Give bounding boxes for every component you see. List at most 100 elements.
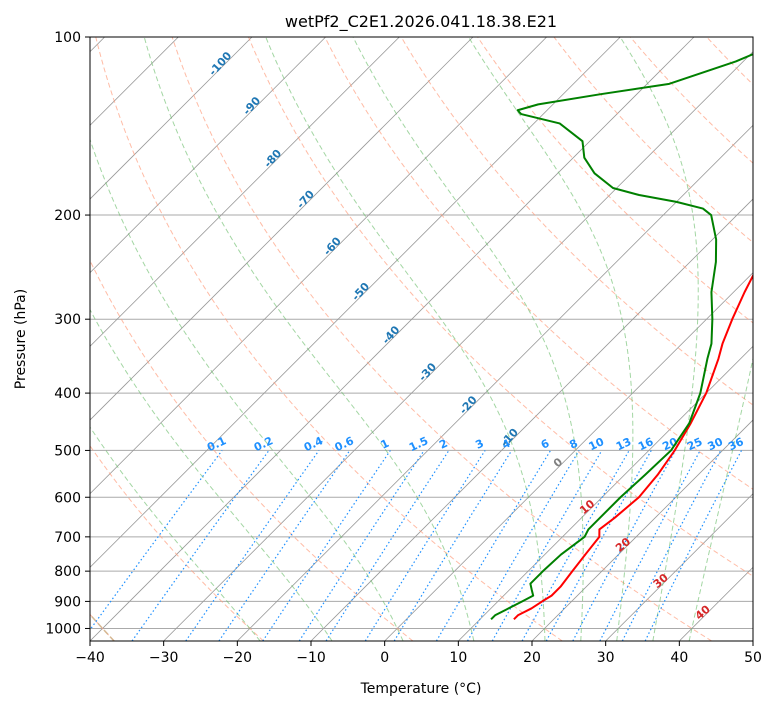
isotherm-line: [752, 640, 753, 641]
dry-adiabat-label: -20: [457, 393, 480, 417]
mixing-ratio-label: 25: [685, 435, 704, 453]
dry-adiabat-line: [95, 37, 563, 641]
dewpoint-line: [490, 53, 753, 621]
moist-adiabat-line: [143, 37, 475, 641]
mixing-ratio-label: 0.6: [333, 434, 356, 454]
dry-adiabat-label: -30: [416, 360, 439, 384]
isotherm-line: [90, 37, 695, 641]
dry-adiabat-label: -100: [206, 49, 234, 78]
dry-adiabat-label: -40: [380, 323, 403, 347]
mixing-ratio-line: [364, 450, 486, 641]
mixing-ratio-label: 0.1: [205, 434, 228, 454]
dry-adiabat-line: [400, 37, 753, 406]
y-axis-label: Pressure (hPa): [13, 289, 29, 389]
mixing-ratio-line: [521, 450, 630, 641]
isotherm-line: [605, 493, 753, 641]
dry-adiabat-line: [248, 37, 753, 577]
mixing-ratio-label: 3: [473, 437, 485, 452]
moist-adiabat-line: [90, 137, 404, 641]
mixing-ratio-line: [435, 450, 552, 641]
y-tick-label: 700: [54, 530, 81, 546]
mixing-ratio-label: 1: [379, 437, 391, 452]
x-tick-label: −30: [149, 650, 179, 666]
y-tick-label: 300: [54, 312, 81, 328]
moist-adiabat-line: [352, 37, 584, 641]
mixing-ratio-label: 2: [437, 437, 449, 452]
mixing-ratio-line: [491, 450, 603, 641]
mixing-ratio-label: 16: [636, 435, 656, 453]
moist-adiabat-label: 20: [613, 535, 633, 555]
x-tick-label: 10: [449, 650, 467, 666]
isotherm-line: [458, 345, 753, 641]
mixing-ratio-label: 36: [726, 435, 746, 453]
moist-adiabat-label: 30: [651, 571, 671, 591]
isotherm-line: [237, 124, 753, 641]
x-tick-label: 40: [670, 650, 688, 666]
dry-adiabat-line: [90, 444, 264, 641]
dry-adiabat-line: [324, 37, 753, 490]
mixing-ratio-line: [393, 450, 513, 641]
dry-adiabat-label: -10: [498, 426, 521, 450]
dry-adiabat-label: -60: [321, 234, 344, 258]
mixing-ratio-label: 10: [587, 435, 607, 453]
dry-adiabat-label: -70: [294, 188, 317, 212]
isotherm-line: [163, 51, 753, 641]
y-tick-label: 900: [54, 594, 81, 610]
x-tick-label: −10: [296, 650, 326, 666]
isotherm-line: [90, 37, 400, 347]
isotherm-line: [679, 566, 753, 641]
moist-adiabat-label: 40: [693, 602, 713, 622]
dry-adiabat-line: [90, 259, 414, 641]
x-tick-label: 30: [597, 650, 615, 666]
isotherm-line: [90, 37, 253, 200]
x-tick-label: 20: [523, 650, 541, 666]
plot-frame: [89, 36, 754, 642]
temperature-line: [513, 273, 753, 621]
mixing-ratio-line: [325, 450, 450, 641]
isotherm-line: [90, 37, 326, 274]
mixing-ratio-label: 0.2: [252, 434, 275, 454]
moist-adiabat-line: [90, 308, 333, 641]
isotherm-line: [531, 419, 753, 641]
mixing-ratio-line: [545, 450, 652, 641]
dry-adiabat-line: [477, 37, 753, 324]
isotherm-line: [384, 272, 753, 641]
mixing-ratio-line: [90, 450, 223, 631]
y-tick-label: 100: [54, 30, 81, 46]
mixing-ratio-line: [218, 450, 351, 641]
dry-adiabat-line: [553, 37, 753, 244]
mixing-ratio-label: 8: [567, 437, 579, 452]
dry-adiabat-label: -90: [240, 94, 263, 118]
chart-title: wetPf2_C2E1.2026.041.18.38.E21: [285, 12, 557, 32]
mixing-ratio-label: 13: [614, 435, 633, 453]
moist-adiabat-line: [265, 37, 546, 641]
mixing-ratio-label: 6: [539, 437, 552, 452]
y-tick-label: 600: [54, 490, 81, 506]
x-tick-label: 0: [380, 650, 389, 666]
isotherm-line: [310, 198, 753, 641]
isotherm-line: [90, 37, 621, 568]
x-axis-label: Temperature (°C): [360, 681, 482, 697]
isotherm-line: [90, 37, 474, 421]
y-tick-label: 1000: [45, 621, 81, 637]
x-tick-label: 50: [744, 650, 762, 666]
mixing-ratio-line: [131, 450, 270, 641]
mixing-ratio-line: [572, 450, 677, 641]
dry-adiabat-line: [171, 37, 712, 641]
moist-adiabat-label: 10: [577, 497, 597, 517]
y-tick-label: 800: [54, 564, 81, 580]
moist-adiabat-line: [619, 37, 699, 641]
isotherm-line: [90, 37, 547, 495]
x-tick-label: −20: [223, 650, 253, 666]
dry-adiabat-line: [706, 37, 753, 86]
y-tick-label: 500: [54, 443, 81, 459]
dry-adiabat-label: -80: [261, 147, 284, 171]
y-tick-label: 200: [54, 208, 81, 224]
mixing-ratio-line: [262, 450, 391, 641]
moist-adiabat-line: [688, 356, 753, 641]
x-tick-label: −40: [75, 650, 105, 666]
mixing-ratio-label: 30: [706, 435, 726, 453]
moist-adiabat-line: [90, 426, 261, 641]
dry-adiabat-label: -50: [349, 280, 372, 304]
